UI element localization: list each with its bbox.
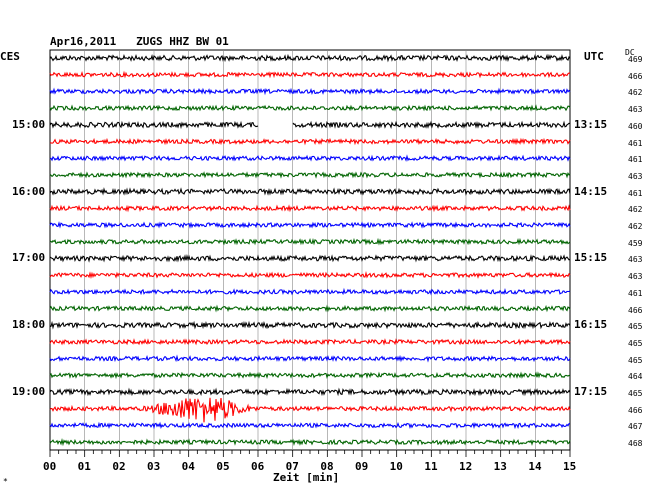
x-tick-label-10: 10 <box>389 460 403 473</box>
trace-5-part-2 <box>292 120 571 129</box>
x-tick-label-05: 05 <box>216 460 230 473</box>
utc-label-3: 16:15 <box>574 318 608 332</box>
dc-value-6: 461 <box>628 155 643 165</box>
trace-17 <box>49 320 571 330</box>
x-tick-label-01: 01 <box>77 460 91 473</box>
trace-13 <box>49 253 571 263</box>
trace-11 <box>49 221 571 229</box>
x-tick-label-07: 07 <box>285 460 299 473</box>
trace-20 <box>49 371 571 380</box>
dc-value-19: 464 <box>628 372 643 382</box>
dc-value-10: 462 <box>628 222 643 231</box>
utc-label-4: 17:15 <box>574 385 608 398</box>
x-tick-label-12: 12 <box>459 460 473 473</box>
x-tick-label-14: 14 <box>528 460 542 473</box>
trace-14 <box>49 271 571 280</box>
dc-value-3: 463 <box>628 105 643 115</box>
utc-label-2: 15:15 <box>574 251 608 265</box>
dc-value-8: 461 <box>628 188 643 198</box>
trace-3 <box>49 87 571 96</box>
dc-value-15: 466 <box>628 305 643 315</box>
dc-value-17: 465 <box>628 338 643 348</box>
trace-19 <box>49 354 571 363</box>
dc-value-9: 462 <box>628 205 643 215</box>
dc-value-22: 467 <box>628 422 643 432</box>
x-tick-label-04: 04 <box>181 460 195 473</box>
trace-9 <box>49 187 571 196</box>
hour-label-2: 17:00 <box>12 251 46 265</box>
trace-24 <box>49 438 571 447</box>
trace-12 <box>49 237 571 246</box>
x-tick-label-02: 02 <box>112 460 126 473</box>
dc-value-18: 465 <box>628 355 643 365</box>
hour-label-4: 19:00 <box>12 385 46 398</box>
dc-value-7: 463 <box>628 171 643 181</box>
dc-value-4: 460 <box>628 121 643 131</box>
dc-value-16: 465 <box>628 322 643 332</box>
dc-value-20: 465 <box>628 389 643 398</box>
dc-value-23: 468 <box>628 439 643 449</box>
dc-value-2: 462 <box>628 88 643 98</box>
trace-10 <box>49 204 571 213</box>
x-tick-label-03: 03 <box>147 460 161 473</box>
x-axis-label: Zeit [min] <box>273 471 340 484</box>
x-tick-label-13: 13 <box>493 460 507 473</box>
right-axis-label: UTC <box>584 50 604 63</box>
x-tick-label-15: 15 <box>563 460 577 473</box>
dc-value-14: 461 <box>628 288 643 298</box>
trace-22 <box>49 397 571 423</box>
dc-value-21: 466 <box>628 405 643 415</box>
trace-23 <box>49 421 571 430</box>
x-tick-label-06: 06 <box>251 460 265 473</box>
hour-label-0: 15:00 <box>12 117 46 131</box>
hour-label-3: 18:00 <box>12 318 46 332</box>
dc-value-0: 469 <box>628 55 643 64</box>
chart-title: Apr16,2011 ZUGS HHZ BW 01 <box>50 35 229 48</box>
trace-2 <box>49 70 570 79</box>
dc-value-1: 466 <box>628 71 643 81</box>
dc-value-11: 459 <box>628 238 643 248</box>
trace-6 <box>49 137 571 146</box>
trace-16 <box>49 304 571 313</box>
trace-1 <box>49 53 571 63</box>
hour-label-1: 16:00 <box>12 184 46 198</box>
trace-15 <box>49 287 571 296</box>
left-axis-label: CES <box>0 50 20 63</box>
dc-label: DC <box>625 48 635 57</box>
dc-value-12: 463 <box>628 255 643 265</box>
dc-value-13: 463 <box>628 272 643 282</box>
trace-21 <box>49 387 571 397</box>
trace-4 <box>49 104 571 112</box>
x-tick-label-00: 00 <box>43 460 57 473</box>
dc-value-5: 461 <box>628 138 643 148</box>
footer-mark: * <box>3 477 8 486</box>
trace-5-part-1 <box>49 120 259 130</box>
trace-8 <box>49 171 571 179</box>
utc-label-0: 13:15 <box>574 117 608 131</box>
x-tick-label-11: 11 <box>424 460 438 473</box>
trace-7 <box>49 154 571 162</box>
x-tick-label-08: 08 <box>320 460 334 473</box>
trace-18 <box>49 337 571 346</box>
utc-label-1: 14:15 <box>574 184 608 198</box>
x-tick-label-09: 09 <box>355 460 369 473</box>
